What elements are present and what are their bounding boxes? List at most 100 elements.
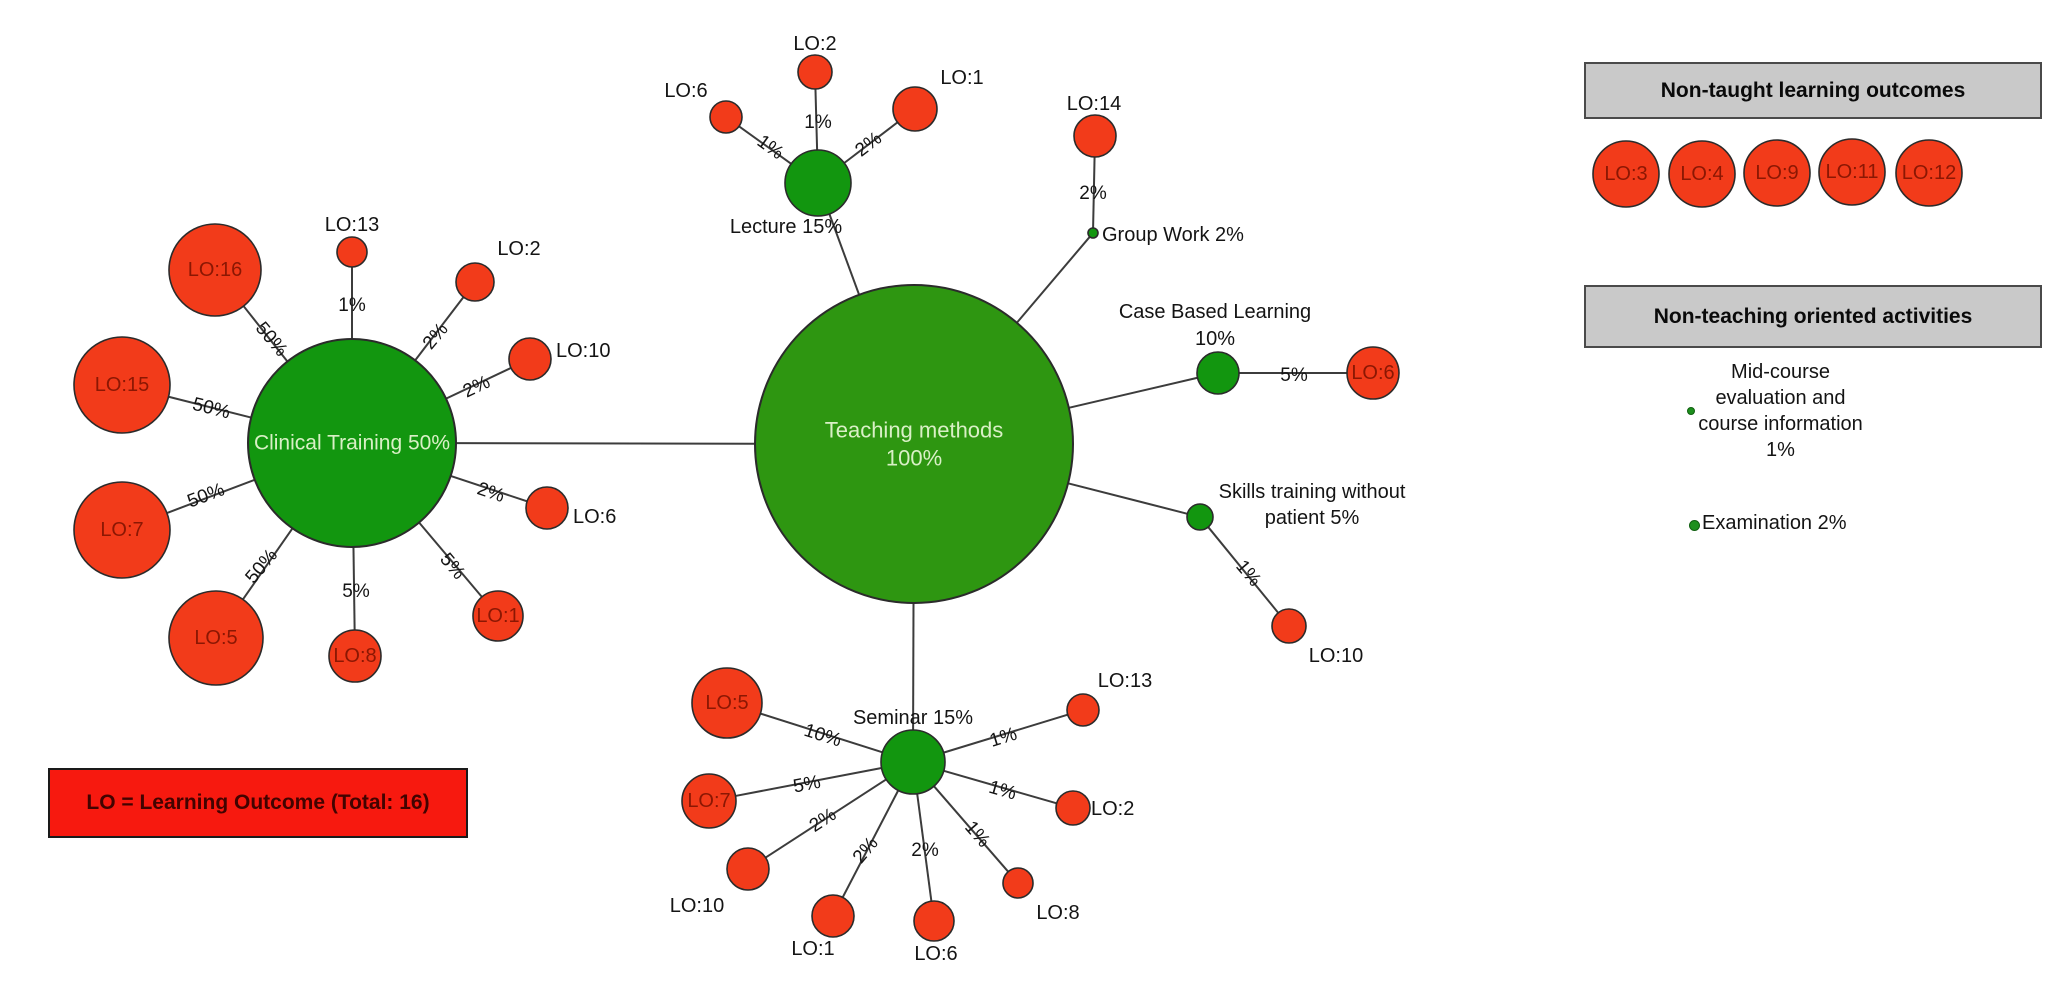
node-rp_lo4-label: LO:4 (1680, 163, 1723, 185)
node-seminar-circle (880, 729, 946, 795)
node-c_lo5-label: LO:5 (194, 627, 237, 649)
node-l_lo2-label: LO:2 (793, 33, 836, 55)
edge-seminar-sem_lo6 (916, 793, 933, 902)
edge-clinical-c_lo8-pct-label: 5% (342, 581, 370, 602)
node-l_lo1-label: LO:1 (940, 67, 983, 89)
node-sem_lo10-label: LO:10 (670, 895, 724, 917)
edge-seminar-sem_lo1 (841, 789, 900, 898)
node-tm-circle (754, 284, 1074, 604)
node-gw-circle (1087, 227, 1099, 239)
node-tm-label: Teaching methods (825, 418, 1004, 443)
edge-seminar-sem_lo1-pct-label: 2% (849, 833, 883, 868)
legend-box: LO = Learning Outcome (Total: 16) (48, 768, 468, 838)
edge-seminar-sem_lo2 (943, 769, 1057, 805)
edge-clinical-c_lo13-pct-label: 1% (338, 295, 366, 316)
note-examination: Examination 2% (1702, 512, 1847, 534)
node-cbl-label: 10% (1195, 328, 1235, 350)
non-taught-outcomes-header: Non-taught learning outcomes (1584, 62, 2042, 119)
edge-clinical-c_lo7 (166, 478, 256, 514)
node-cbl_lo6-label: LO:6 (1351, 362, 1394, 384)
node-sem_lo6-circle (913, 900, 955, 942)
node-tm-label: 100% (886, 446, 942, 471)
edge-lecture-l_lo2 (814, 88, 819, 151)
edge-seminar-sem_lo10 (765, 778, 887, 859)
node-sem_lo1-label: LO:1 (791, 938, 834, 960)
node-c_lo10-circle (508, 337, 552, 381)
edge-lecture-l_lo1 (843, 121, 899, 164)
edge-clinical-c_lo1 (418, 521, 483, 598)
node-c_lo8-label: LO:8 (333, 645, 376, 667)
node-sem_lo7-circle (681, 773, 737, 829)
node-sem_lo7-label: LO:7 (687, 790, 730, 812)
node-c_lo16-label: LO:16 (188, 259, 242, 281)
edge-clinical-c_lo8 (352, 546, 356, 631)
node-c_lo1-label: LO:1 (476, 605, 519, 627)
node-rp_lo9-circle (1743, 139, 1811, 207)
edge-seminar-sem_lo6-pct-label: 2% (911, 840, 939, 861)
edge-tm-lecture (828, 213, 861, 296)
node-sem_lo2-circle (1055, 790, 1091, 826)
edge-clinical-c_lo5 (242, 527, 294, 601)
node-sem_lo1-circle (811, 894, 855, 938)
node-rp_lo3-label: LO:3 (1604, 163, 1647, 185)
edge-clinical-c_lo6-pct-label: 2% (474, 478, 507, 507)
node-sem_lo6-label: LO:6 (914, 943, 957, 965)
edge-clinical-c_lo2 (414, 296, 465, 361)
node-c_lo6-circle (525, 486, 569, 530)
edge-lecture-l_lo1-pct-label: 2% (851, 128, 886, 161)
edge-seminar-sem_lo7-pct-label: 5% (792, 772, 823, 798)
node-rp_lo3-circle (1592, 140, 1660, 208)
midcourse-green-dot-icon (1687, 407, 1695, 415)
node-c_lo16-circle (168, 223, 262, 317)
node-c_lo5-circle (168, 590, 264, 686)
node-rp_lo9-label: LO:9 (1755, 162, 1798, 184)
node-seminar-label: Seminar 15% (853, 707, 973, 729)
node-sem_lo8-circle (1002, 867, 1034, 899)
node-c_lo7-label: LO:7 (100, 519, 143, 541)
node-lecture-label: Lecture 15% (730, 216, 843, 238)
node-l_lo6-circle (709, 100, 743, 134)
edge-gw-lo14-pct-label: 2% (1079, 183, 1107, 204)
node-skills-label: Skills training without (1219, 481, 1406, 503)
node-c_lo7-circle (73, 481, 171, 579)
node-c_lo2-label: LO:2 (497, 238, 540, 260)
edge-seminar-sem_lo5-pct-label: 10% (801, 720, 844, 752)
node-c_lo1-circle (472, 590, 524, 642)
node-rp_lo12-label: LO:12 (1902, 162, 1956, 184)
edge-tm-gw (1016, 236, 1091, 324)
edge-seminar-sem_lo13 (943, 713, 1068, 754)
node-c_lo15-label: LO:15 (95, 374, 149, 396)
edge-lecture-l_lo6-pct-label: 1% (753, 131, 788, 164)
node-clinical-label: Clinical Training 50% (254, 432, 450, 455)
edge-lecture-l_lo6 (738, 125, 792, 165)
node-cbl-label: Case Based Learning (1119, 301, 1311, 323)
node-lecture-circle (784, 149, 852, 217)
non-teaching-activities-title: Non-teaching oriented activities (1653, 304, 1973, 328)
edge-clinical-c_lo6 (450, 474, 528, 503)
edge-seminar-sem_lo7 (735, 767, 882, 797)
edge-clinical-c_lo7-pct-label: 50% (185, 479, 228, 512)
edge-clinical-c_lo15-pct-label: 50% (190, 394, 232, 424)
edge-lecture-l_lo2-pct-label: 1% (804, 112, 832, 133)
node-l_lo6-label: LO:6 (664, 80, 707, 102)
node-c_lo13-label: LO:13 (325, 214, 379, 236)
node-rp_lo11-circle (1818, 138, 1886, 206)
node-sem_lo8-label: LO:8 (1036, 902, 1079, 924)
node-s_lo10-circle (1271, 608, 1307, 644)
node-lo14-label: LO:14 (1067, 93, 1121, 115)
edge-seminar-sem_lo2-pct-label: 1% (986, 777, 1018, 805)
edge-skills-s_lo10 (1207, 526, 1280, 614)
node-cbl-circle (1196, 351, 1240, 395)
legend-label: LO = Learning Outcome (Total: 16) (86, 791, 430, 814)
node-s_lo10-label: LO:10 (1309, 645, 1363, 667)
node-rp_lo11-label: LO:11 (1826, 161, 1879, 183)
examination-green-dot-icon (1689, 520, 1700, 531)
note-midcourse-evaluation: Mid-course evaluation and course informa… (1698, 361, 1863, 461)
node-skills-label: patient 5% (1265, 507, 1360, 529)
node-cbl_lo6-circle (1346, 346, 1400, 400)
node-c_lo2-circle (455, 262, 495, 302)
node-c_lo6-label: LO:6 (573, 506, 616, 528)
edge-tm-skills (1067, 482, 1188, 515)
